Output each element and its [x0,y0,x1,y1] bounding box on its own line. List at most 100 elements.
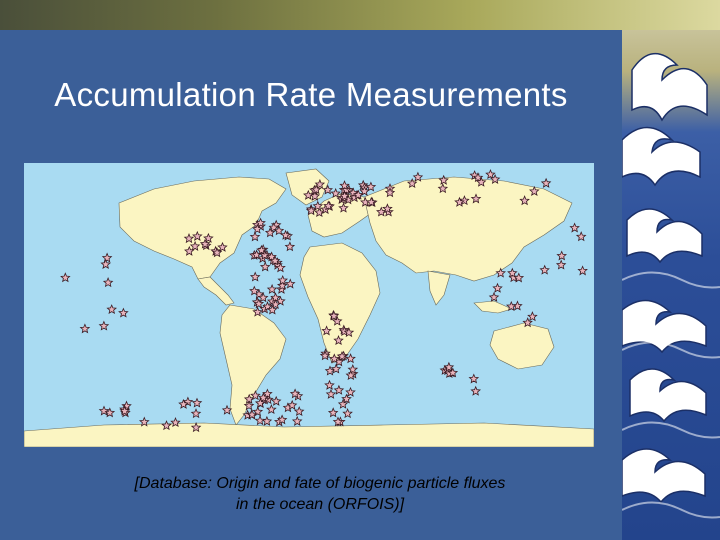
star-icon [347,364,359,375]
star-icon [270,395,282,406]
star-icon [365,181,377,192]
star-icon [506,300,517,312]
star-icon [485,169,496,180]
star-icon [314,178,326,189]
star-icon [254,415,266,426]
north-america-landmass [118,176,287,280]
star-icon [264,227,276,238]
star-icon [556,250,567,261]
star-icon [118,307,129,318]
star-icon [280,229,291,240]
star-icon [221,404,233,415]
star-icon [250,390,261,401]
star-icon [345,353,356,364]
star-icon [339,190,350,201]
star-icon [192,230,203,241]
star-icon [454,196,465,207]
wave-illustration [622,53,720,519]
star-icon [330,363,342,374]
wave-decoration [622,30,720,540]
star-icon [507,267,518,278]
star-icon [325,388,337,399]
star-icon [259,261,271,272]
star-icon [438,174,449,185]
star-icon [267,304,278,315]
star-icon [512,300,523,311]
database-caption: [Database: Origin and fate of biogenic p… [70,473,570,515]
star-icon [259,249,270,260]
star-icon [190,408,202,419]
star-icon [252,223,263,234]
star-icon [555,259,567,270]
star-icon [529,185,540,196]
star-icon [577,265,588,276]
star-icon [406,178,418,189]
star-icon [492,282,503,293]
star-icon [472,172,484,183]
star-icon [470,385,482,396]
star-icon [252,306,263,317]
star-icon [476,176,487,187]
star-icon [527,311,538,322]
star-icon [255,217,266,228]
star-icon [330,187,341,198]
star-icon [345,386,356,397]
star-icon [437,183,449,194]
star-icon [277,274,288,286]
star-icon [342,408,353,419]
star-icon [191,397,203,408]
star-icon [190,422,202,433]
star-icon [289,388,301,399]
africa-landmass [299,242,381,364]
star-icon [353,189,364,200]
star-icon [60,272,71,283]
asia-landmass [363,176,573,282]
star-icon [519,195,530,206]
star-icon [79,323,91,334]
star-icon [337,398,349,409]
star-icon [540,177,552,188]
star-icon [258,392,269,403]
south-america-landmass [219,304,287,426]
measurement-markers [60,169,588,433]
star-icon [303,189,314,200]
star-icon [569,222,580,233]
star-icon [293,406,305,417]
star-icon [359,185,370,196]
star-icon [203,232,214,243]
star-icon [291,415,303,426]
star-icon [273,225,285,236]
star-icon [246,409,258,420]
india-landmass [427,270,451,306]
world-map [23,163,595,448]
star-icon [443,361,455,372]
australia-landmass [489,322,555,370]
star-icon [170,417,181,428]
star-icon [104,407,116,418]
star-icon [243,400,255,411]
star-icon [311,184,322,195]
star-icon [183,233,195,244]
star-icon [98,405,110,416]
star-icon [324,365,336,376]
star-icon [119,405,130,416]
star-icon [312,200,324,211]
star-icon [276,414,288,425]
star-icon [539,264,550,275]
star-icon [284,241,296,252]
star-icon [339,180,350,191]
star-icon [261,415,273,426]
star-icon [184,245,195,256]
star-icon [275,262,286,273]
star-icon [331,315,343,326]
slide-title: Accumulation Rate Measurements [54,76,568,113]
star-icon [384,187,396,198]
star-icon [249,271,261,282]
star-icon [102,277,114,288]
star-icon [285,278,296,289]
star-icon [178,398,189,409]
star-icon [513,272,525,283]
caption-line-1: [Database: Origin and fate of biogenic p… [134,475,506,492]
caption-line-2: in the ocean (ORFOIS)] [235,496,405,513]
star-icon [447,367,459,378]
